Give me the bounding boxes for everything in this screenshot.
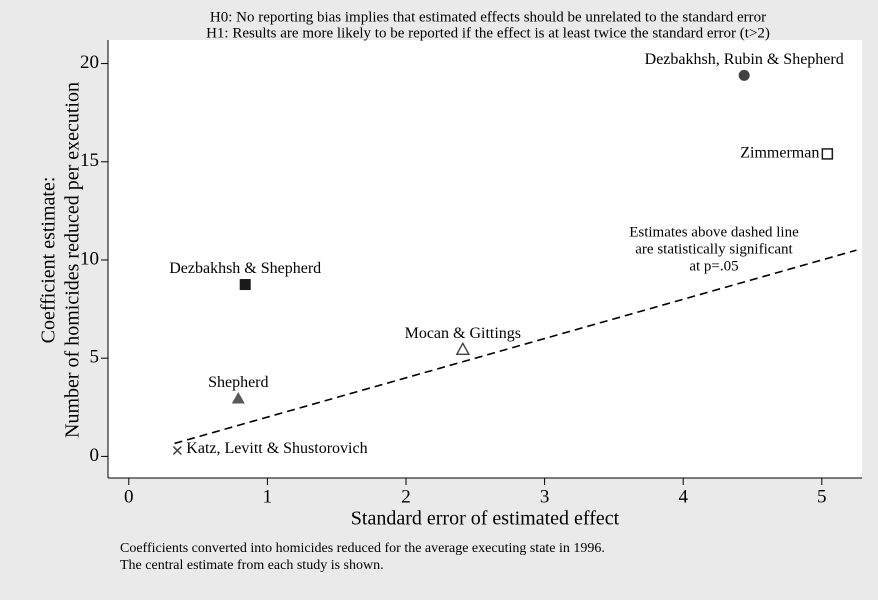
point-label: Shepherd [208, 374, 268, 391]
note: Coefficients converted into homicides re… [120, 541, 605, 556]
title-line: H0: No reporting bias implies that estim… [210, 9, 766, 25]
point-label: Zimmerman [740, 145, 819, 162]
x-tick-label: 5 [817, 486, 827, 507]
point-label: Dezbakhsh & Shepherd [169, 260, 321, 277]
annotation: are statistically significant [635, 241, 793, 257]
point [231, 391, 245, 404]
note: The central estimate from each study is … [120, 558, 384, 573]
x-axis-label: Standard error of estimated effect [351, 508, 620, 530]
x-tick-label: 0 [124, 486, 134, 507]
point [821, 148, 834, 160]
y-axis-label: Coefficient estimate: [38, 177, 60, 344]
y-axis-label: Number of homicides reduced per executio… [62, 82, 84, 438]
plot-area [108, 40, 862, 478]
x-tick-label: 3 [540, 486, 550, 507]
point [455, 341, 471, 356]
x-tick-label: 1 [263, 486, 273, 507]
point-label: Dezbakhsh, Rubin & Shepherd [645, 51, 844, 68]
x-tick-label: 2 [401, 486, 411, 507]
point-label: Katz, Levitt & Shustorovich [186, 440, 367, 457]
y-tick-label: 15 [80, 150, 99, 171]
point [239, 279, 251, 291]
y-tick-label: 20 [80, 52, 99, 73]
title-line: H1: Results are more likely to be report… [206, 25, 770, 41]
point [738, 69, 750, 81]
x-tick-label: 4 [678, 486, 688, 507]
y-tick-label: 0 [90, 445, 100, 466]
point-label: Mocan & Gittings [405, 325, 521, 342]
annotation: Estimates above dashed line [629, 224, 799, 240]
annotation: at p=.05 [689, 258, 738, 274]
significance-line [174, 249, 857, 445]
y-tick-label: 5 [90, 347, 100, 368]
y-tick-label: 10 [80, 248, 99, 269]
point [172, 445, 182, 456]
